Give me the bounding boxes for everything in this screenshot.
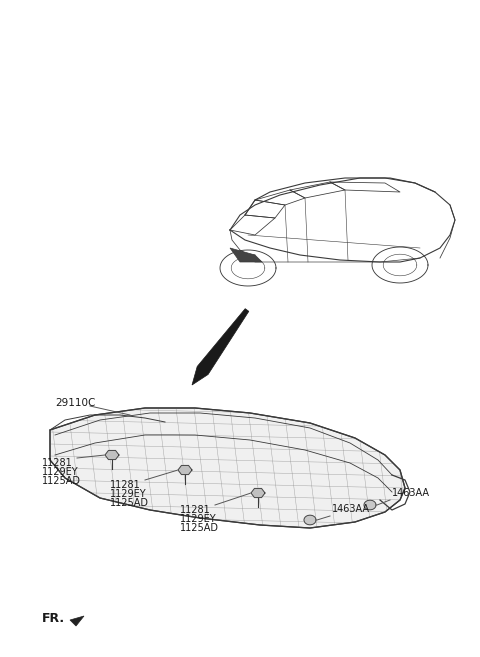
Text: 11281: 11281 <box>180 505 211 515</box>
Polygon shape <box>192 309 249 385</box>
Text: 1129EY: 1129EY <box>180 514 216 524</box>
Polygon shape <box>105 451 119 459</box>
Polygon shape <box>178 465 192 474</box>
Polygon shape <box>230 248 262 262</box>
Text: 11281: 11281 <box>42 458 73 468</box>
Polygon shape <box>364 500 376 510</box>
Text: FR.: FR. <box>42 612 65 625</box>
Text: 11281: 11281 <box>110 480 141 490</box>
Text: 1129EY: 1129EY <box>42 467 79 477</box>
Polygon shape <box>50 408 405 528</box>
Text: 29110C: 29110C <box>55 398 96 408</box>
Polygon shape <box>251 488 265 497</box>
Text: 1463AA: 1463AA <box>392 488 430 498</box>
Text: 1125AD: 1125AD <box>110 498 149 508</box>
Polygon shape <box>70 616 84 626</box>
Text: 1463AA: 1463AA <box>332 504 370 514</box>
Polygon shape <box>304 515 316 525</box>
Text: 1129EY: 1129EY <box>110 489 146 499</box>
Text: 1125AD: 1125AD <box>180 523 219 533</box>
Text: 1125AD: 1125AD <box>42 476 81 486</box>
